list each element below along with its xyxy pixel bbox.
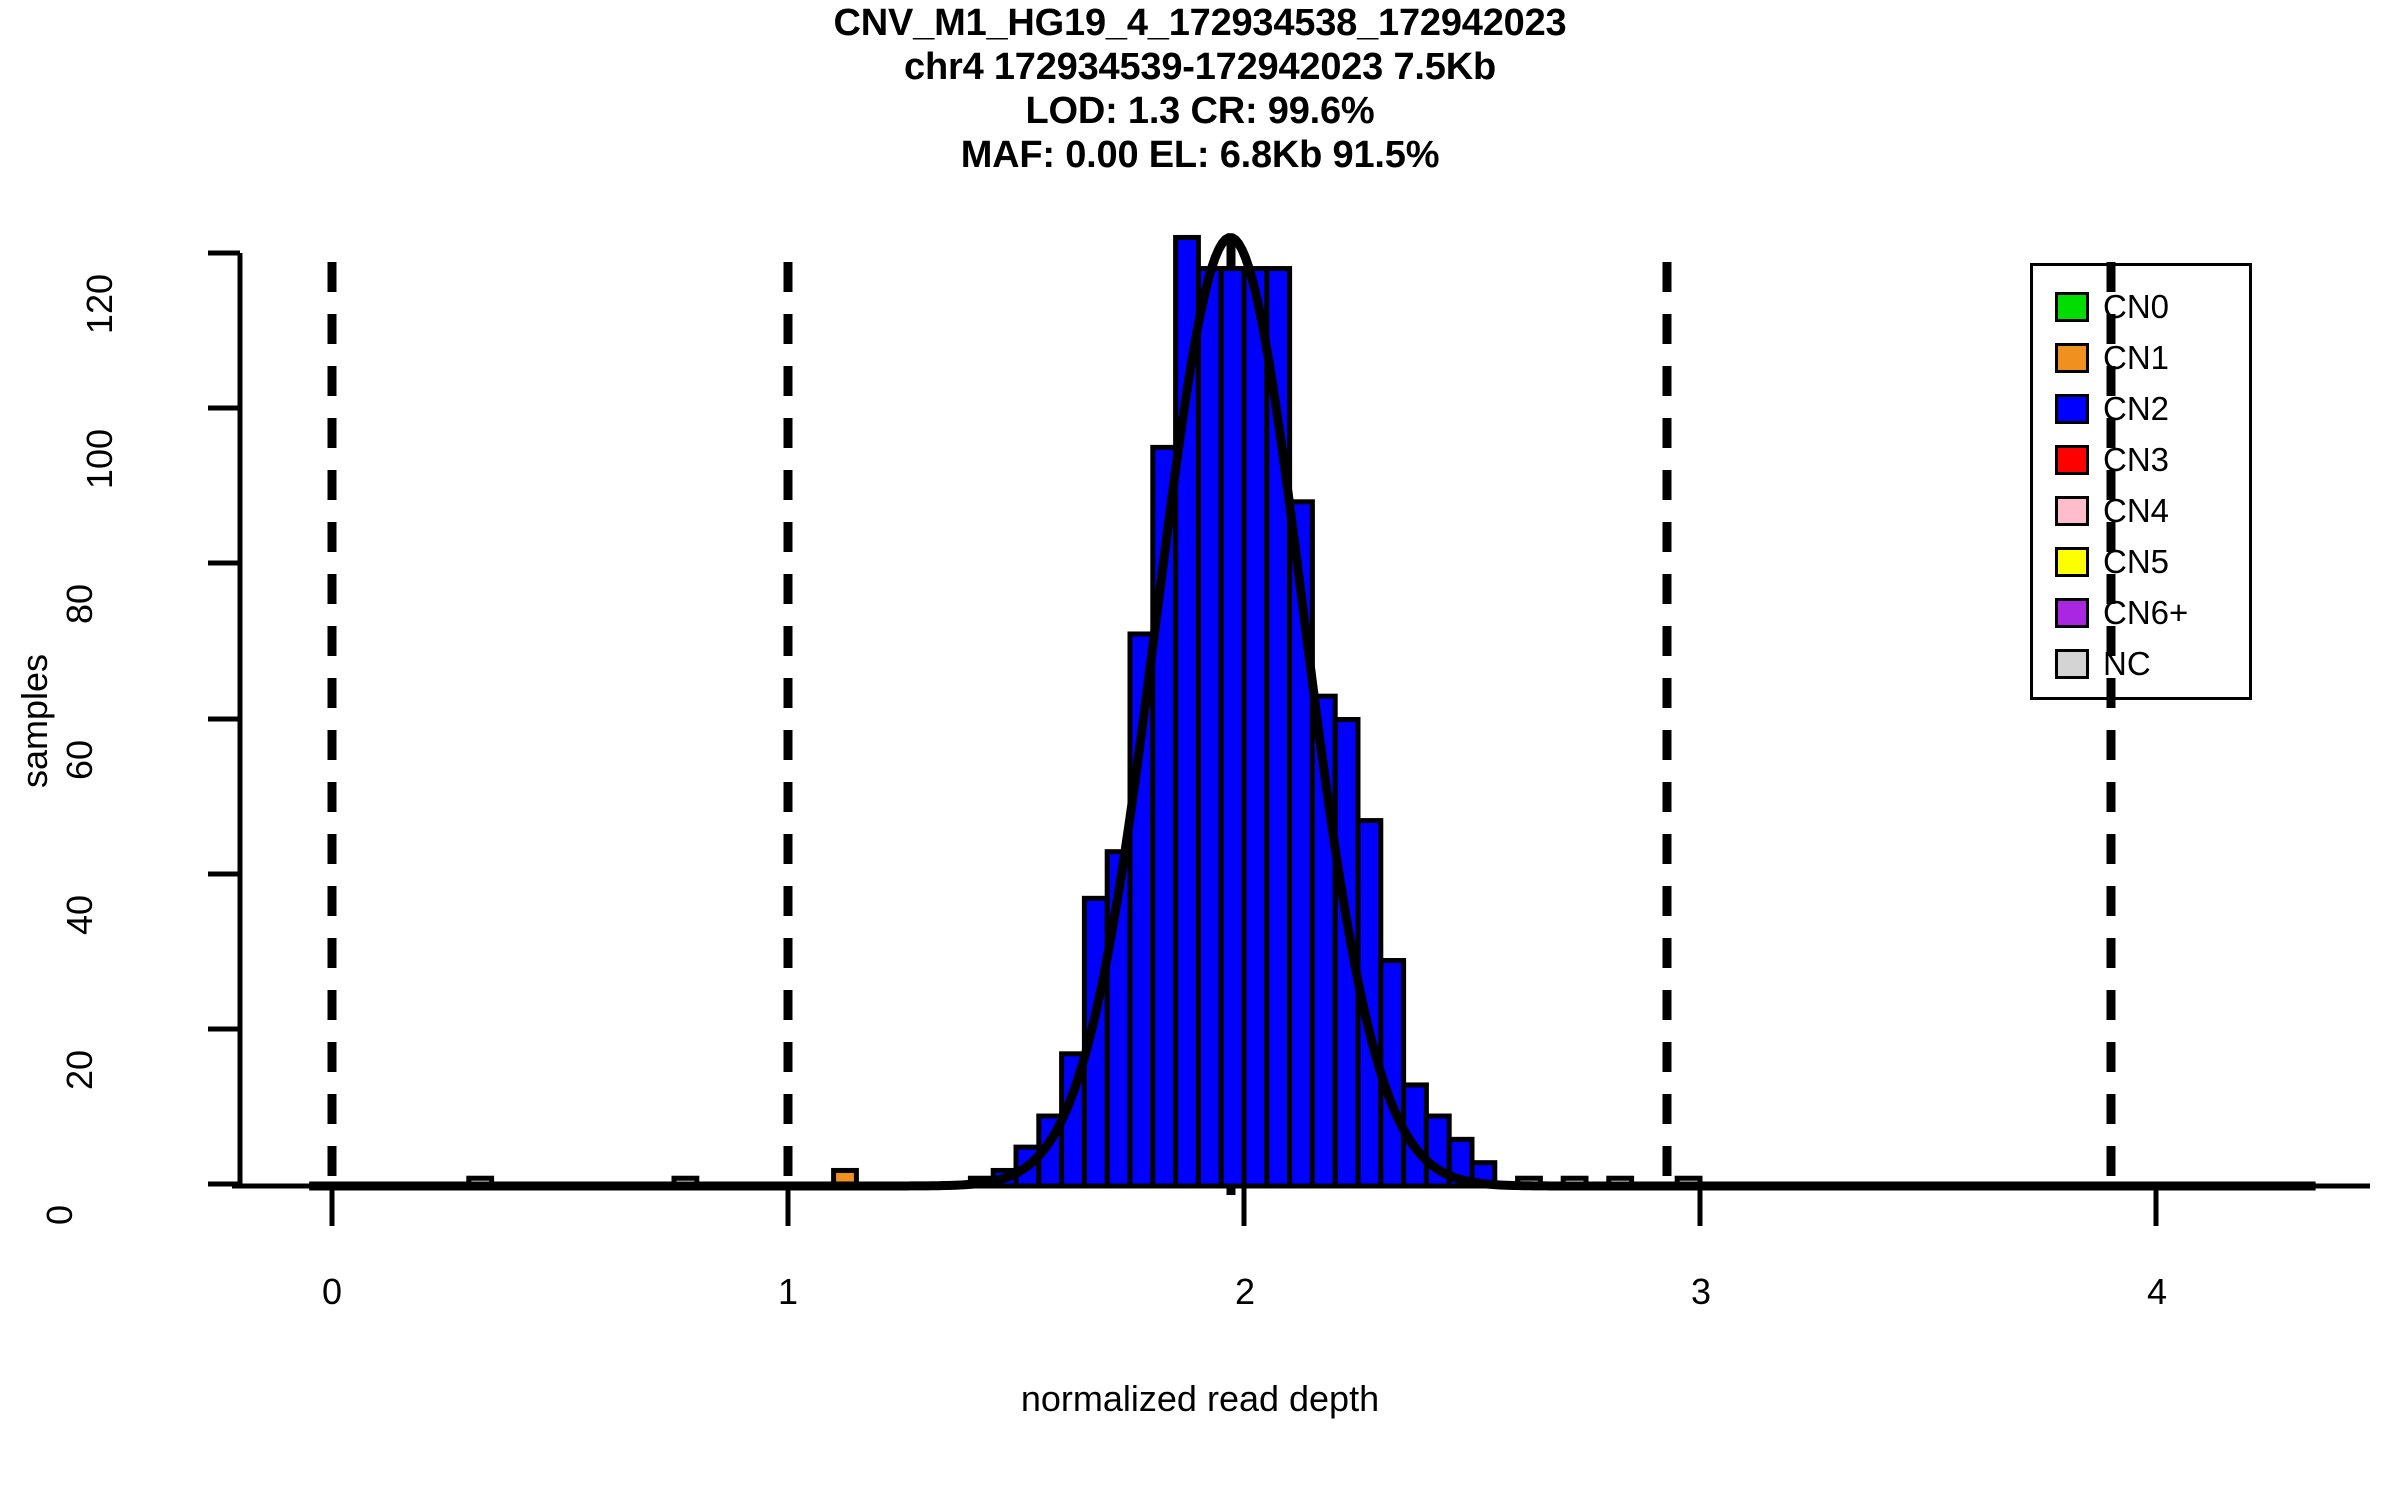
histogram-bar <box>1241 266 1270 1189</box>
legend-swatch-cn0 <box>2055 291 2089 322</box>
legend-items: CN0 CN1 CN2 CN3 CN4 CN5 <box>2033 266 2249 697</box>
x-tick-label-3: 3 <box>1690 1271 1712 1312</box>
legend-swatch-cn1 <box>2055 342 2089 373</box>
x-tick-label-4: 4 <box>2146 1271 2168 1312</box>
x-axis <box>232 1183 2370 1226</box>
legend-label-cn0: CN0 <box>2103 288 2170 325</box>
legend-swatch-cn2 <box>2055 393 2089 424</box>
legend-swatch-nc <box>2055 648 2089 679</box>
histogram-bar <box>1195 266 1224 1189</box>
legend-label-cn6plus: CN6+ <box>2103 594 2189 631</box>
legend-item-cn1[interactable]: CN1 <box>2055 341 2169 374</box>
legend-box: CN0 CN1 CN2 CN3 CN4 CN5 <box>2030 263 2252 700</box>
x-tick-label-1: 1 <box>777 1271 799 1312</box>
legend-label-cn5: CN5 <box>2103 543 2170 580</box>
legend-item-cn3[interactable]: CN3 <box>2055 443 2169 476</box>
legend-swatch-cn5 <box>2055 546 2089 577</box>
legend-swatch-cn3 <box>2055 444 2089 475</box>
legend-swatch-cn4 <box>2055 495 2089 526</box>
y-axis <box>208 250 243 1187</box>
title-line-3: LOD: 1.3 CR: 99.6% <box>1025 90 1375 132</box>
x-tick-label-2: 2 <box>1234 1271 1256 1312</box>
legend-label-cn4: CN4 <box>2103 492 2170 529</box>
histogram-bar <box>1218 266 1247 1189</box>
title-line-4: MAF: 0.00 EL: 6.8Kb 91.5% <box>960 134 1440 176</box>
legend-item-nc[interactable]: NC <box>2055 647 2151 680</box>
legend-label-cn1: CN1 <box>2103 339 2170 376</box>
legend-item-cn6plus[interactable]: CN6+ <box>2055 596 2188 629</box>
legend-item-cn5[interactable]: CN5 <box>2055 545 2169 578</box>
title-line-2: chr4 172934539-172942023 7.5Kb <box>904 46 1496 88</box>
x-axis-title: normalized read depth <box>1020 1378 1380 1419</box>
legend-item-cn4[interactable]: CN4 <box>2055 494 2169 527</box>
legend-item-cn0[interactable]: CN0 <box>2055 290 2169 323</box>
legend-label-cn2: CN2 <box>2103 390 2170 427</box>
legend-label-cn3: CN3 <box>2103 441 2170 478</box>
chart-title-block: CNV_M1_HG19_4_172934538_172942023 chr4 1… <box>0 4 2400 180</box>
legend-swatch-cn6plus <box>2055 597 2089 628</box>
legend-label-nc: NC <box>2103 645 2151 682</box>
title-line-1: CNV_M1_HG19_4_172934538_172942023 <box>833 2 1567 44</box>
legend-item-cn2[interactable]: CN2 <box>2055 392 2169 425</box>
x-tick-label-0: 0 <box>321 1271 343 1312</box>
